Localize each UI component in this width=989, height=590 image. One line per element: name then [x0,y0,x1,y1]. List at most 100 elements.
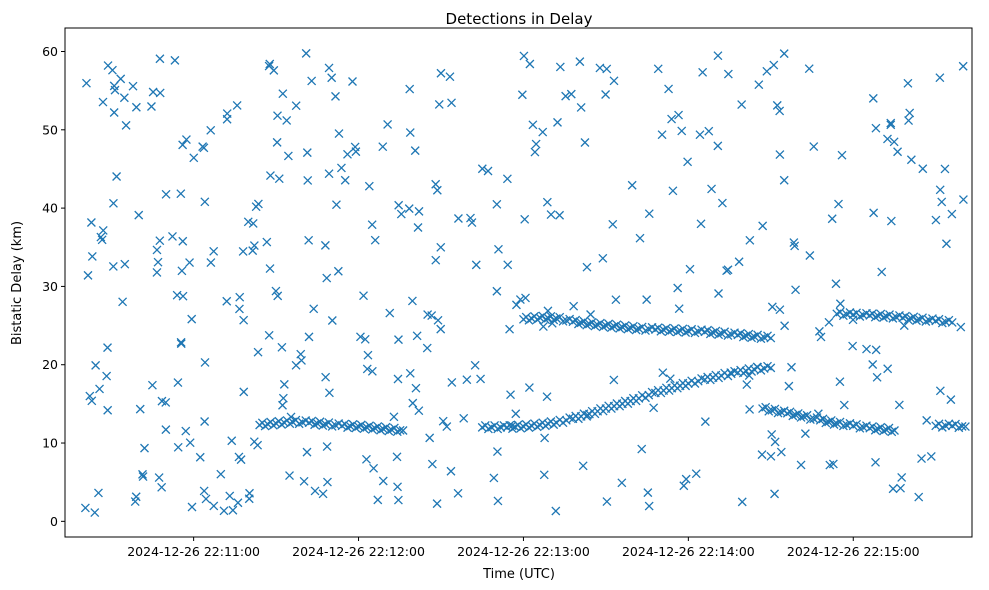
data-point [695,130,705,140]
data-point [628,321,638,331]
data-point [507,421,517,431]
data-point [767,302,777,312]
data-point [102,371,112,381]
data-point [489,473,499,483]
data-point [569,301,579,311]
data-point [161,189,171,199]
data-point [470,360,480,370]
data-point [673,283,683,293]
data-point [714,330,724,340]
data-point [176,189,186,199]
data-point [734,257,744,267]
data-point [775,106,785,116]
data-point [476,374,486,384]
data-point [546,210,556,220]
data-point [617,478,627,488]
data-point [146,102,156,111]
data-point [157,482,167,492]
data-point [960,422,970,432]
data-point [320,240,330,250]
data-point [747,333,757,343]
data-point [389,412,399,422]
data-point [131,102,141,112]
data-point [131,492,141,502]
data-point [225,491,235,501]
data-point [941,239,951,249]
data-point [737,497,747,507]
data-point [904,116,914,125]
data-point [219,506,229,516]
data-point [239,387,249,397]
data-point [604,319,614,329]
data-point [227,436,237,446]
data-point [828,459,838,469]
data-point [766,333,776,343]
data-point [249,241,259,251]
data-point [877,267,887,277]
x-tick-label: 2024-12-26 22:13:00 [457,544,590,559]
data-point [804,64,814,74]
data-point [679,481,689,491]
data-point [277,342,287,352]
data-point [359,424,369,434]
data-point [717,198,727,208]
data-point [667,114,677,124]
data-point [238,246,248,256]
data-point [775,150,785,160]
data-point [681,474,691,484]
data-point [103,405,113,415]
data-point [780,321,790,331]
data-point [879,426,888,436]
data-point [737,100,747,109]
data-point [120,259,130,269]
data-point [805,415,815,424]
data-point [265,59,275,69]
data-point [826,415,836,425]
data-point [459,413,469,423]
data-point [340,175,350,185]
data-point [90,508,100,518]
data-point [279,379,289,389]
data-point [754,80,764,90]
data-point [116,74,126,84]
data-point [228,505,238,515]
data-point [152,267,162,277]
x-axis-label: Time (UTC) [482,567,555,582]
data-point [307,76,317,86]
data-point [906,155,916,165]
data-point [685,264,695,274]
data-point [608,219,618,229]
data-point [868,421,877,431]
data-point [307,416,317,426]
data-point [744,371,754,381]
data-point [278,400,287,410]
data-point [304,332,314,342]
data-point [957,421,967,431]
data-point [234,452,244,462]
data-point [553,117,562,127]
data-point [492,286,502,296]
data-point [540,433,550,443]
data-point [647,387,657,397]
data-point [691,469,701,479]
data-point [321,372,331,382]
data-point [869,208,879,218]
data-point [433,315,443,325]
data-point [868,93,878,103]
data-point [561,91,571,101]
data-point [601,90,611,99]
data-point [355,332,365,342]
data-point [770,404,780,414]
data-point [103,343,112,353]
data-point [264,61,274,71]
data-point [935,73,945,83]
data-point [779,49,789,59]
data-point [649,403,659,413]
data-point [427,311,437,321]
data-point [216,469,226,479]
data-point [168,231,177,241]
data-point [273,291,283,301]
data-point [887,427,897,437]
data-point [343,423,353,433]
data-point [447,98,456,108]
